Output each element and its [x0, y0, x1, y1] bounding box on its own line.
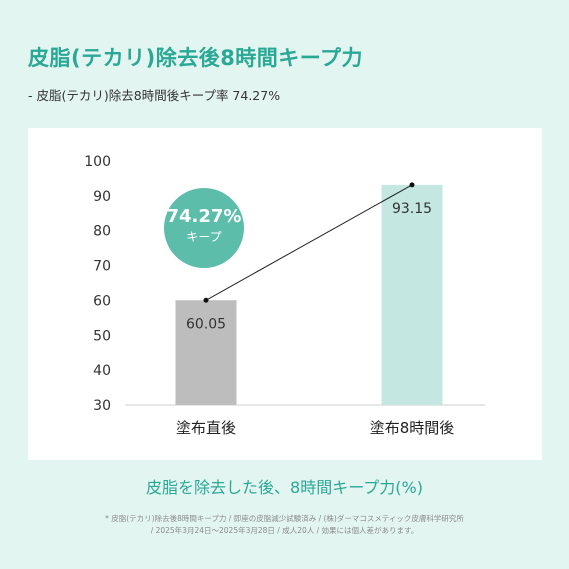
- bar: [175, 300, 237, 405]
- chart-panel: 30 40 50 60 70 80 90 100 60.05 93.15 塗布直後 塗布8時間後 …: [28, 128, 542, 460]
- trend-line-segment: [205, 184, 413, 301]
- y-tick-label: 50: [93, 328, 111, 344]
- bar: [381, 184, 443, 405]
- chart-title: 皮脂を除去した後、8時間キープ力(%): [146, 478, 423, 497]
- footnote: * 皮脂(テカリ)除去後8時間キープ力 / 即座の皮脂減少試験済み / (株)ダ…: [0, 513, 569, 537]
- y-tick-label: 30: [93, 398, 111, 414]
- keep-rate-value: 74.27%: [166, 206, 242, 227]
- x-tick-label: 塗布直後: [176, 419, 236, 437]
- x-axis: 塗布直後 塗布8時間後: [176, 419, 454, 437]
- bars: 60.05 93.15: [175, 184, 443, 405]
- page-title: 皮脂(テカリ)除去後8時間キープ力: [28, 46, 364, 70]
- page-subtitle: - 皮脂(テカリ)除去8時間後キープ率 74.27%: [28, 88, 281, 103]
- trend-line: [203, 182, 415, 303]
- y-tick-label: 70: [93, 259, 111, 275]
- y-tick-label: 100: [84, 154, 111, 170]
- y-tick-label: 90: [93, 189, 111, 205]
- y-tick-label: 40: [93, 363, 111, 379]
- keep-rate-label: キープ: [186, 230, 222, 244]
- bar-value-label: 93.15: [392, 201, 432, 217]
- bar-chart: 30 40 50 60 70 80 90 100 60.05 93.15 塗布直後 塗布8時間後: [84, 154, 485, 437]
- y-tick-label: 80: [93, 224, 111, 240]
- footnote-line-2: / 2025年3月24日～2025年3月28日 / 成人20人 / 効果には個人…: [150, 526, 419, 535]
- footnote-line-1: * 皮脂(テカリ)除去後8時間キープ力 / 即座の皮脂減少試験済み / (株)ダ…: [105, 514, 464, 523]
- trend-point: [203, 297, 209, 303]
- x-tick-label: 塗布8時間後: [370, 419, 455, 437]
- y-tick-label: 60: [93, 293, 111, 309]
- keep-rate-badge: 74.27% キープ: [164, 188, 244, 268]
- trend-point: [409, 182, 415, 188]
- bar-value-label: 60.05: [186, 316, 226, 332]
